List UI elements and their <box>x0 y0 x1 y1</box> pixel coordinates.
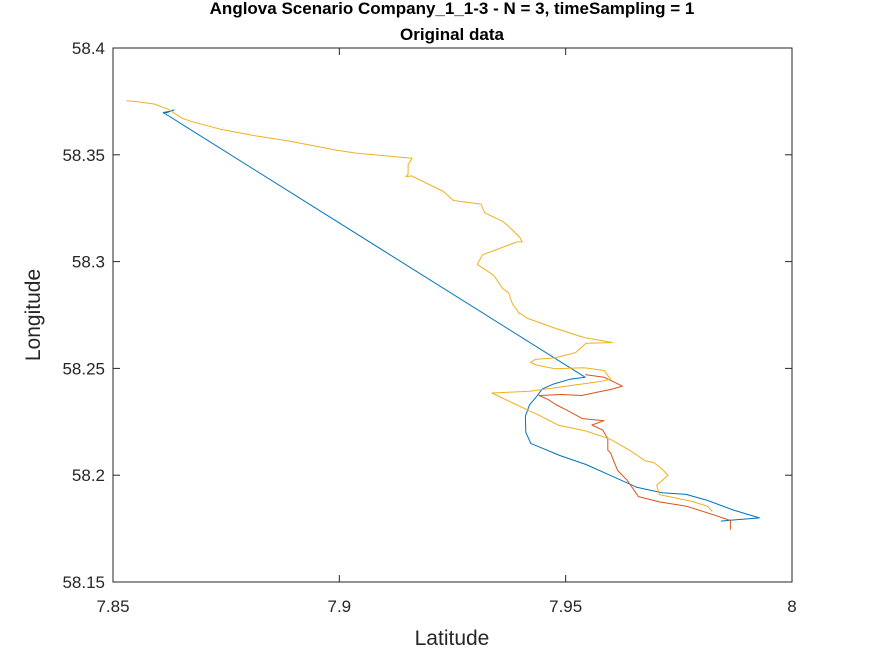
x-axis-label: Latitude <box>415 627 490 650</box>
x-tick-label: 7.9 <box>328 597 352 616</box>
plot-area <box>112 47 793 583</box>
y-tick-label: 58.2 <box>72 466 105 485</box>
chart-title: Anglova Scenario Company_1_1-3 - N = 3, … <box>210 0 695 18</box>
chart-subtitle: Original data <box>400 25 504 44</box>
x-tick-label: 8 <box>787 597 796 616</box>
y-tick-label: 58.35 <box>62 146 105 165</box>
y-tick-label: 58.4 <box>72 39 105 58</box>
series-line-2 <box>538 374 731 530</box>
y-axis-label: Longitude <box>22 269 45 361</box>
y-tick-label: 58.3 <box>72 253 105 272</box>
tick-layer: 7.85 7.9 7.95 8 58.15 58.2 58.25 58.3 58.35 58.4 <box>62 39 796 616</box>
series-line-1 <box>162 109 760 522</box>
y-tick-label: 58.15 <box>62 573 105 592</box>
y-tick-label: 58.25 <box>62 359 105 378</box>
series-layer <box>126 100 760 530</box>
series-line-3 <box>126 100 713 512</box>
x-tick-label: 7.85 <box>96 597 129 616</box>
x-tick-label: 7.95 <box>549 597 582 616</box>
